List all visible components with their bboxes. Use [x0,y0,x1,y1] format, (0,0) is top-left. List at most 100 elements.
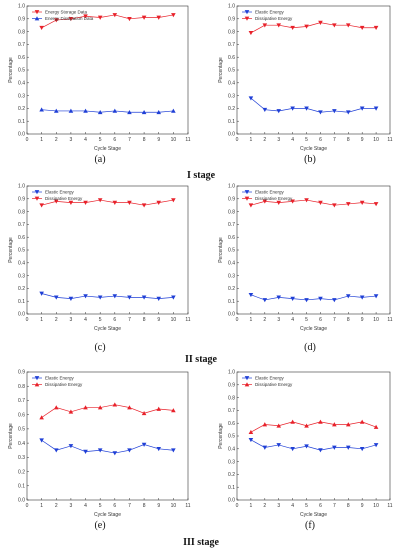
y-tick-label: 0.0 [18,132,25,138]
x-tick-label: 4 [84,137,87,143]
stage-label-2: II stage [185,354,218,365]
data-point [304,24,309,29]
data-point [332,203,337,208]
data-point [171,108,176,113]
data-point [290,106,295,111]
x-tick-label: 1 [40,317,43,323]
x-tick-label: 1 [40,137,43,143]
data-point [332,422,337,427]
data-point [290,446,295,452]
y-tick-label: 0.9 [228,197,235,203]
y-tick-label: 0.4 [228,447,235,453]
data-point [262,199,268,204]
y-tick-label: 0.7 [228,408,235,414]
data-point [248,429,254,434]
y-tick-label: 0.7 [18,42,25,48]
x-tick-label: 4 [291,137,294,143]
data-point [39,415,44,420]
x-tick-label: 10 [373,137,379,143]
x-tick-label: 7 [128,317,131,323]
data-point [39,291,44,296]
data-point [156,406,162,411]
x-tick-label: 5 [99,137,102,143]
x-axis-label: Cycle Stage [94,326,121,332]
legend-marker [34,382,40,387]
plot-frame [236,371,391,501]
data-point [373,294,379,299]
x-axis-label: Cycle Stage [94,146,121,152]
series-line-2 [41,404,174,418]
legend-marker [34,10,40,15]
y-tick-label: 0.4 [18,81,25,87]
data-point [53,405,59,410]
legend-marker [244,10,250,15]
data-point [141,410,147,416]
data-point [345,422,351,427]
data-point [373,202,379,207]
data-point [112,402,118,407]
legend-entry: Energy Storage Data [45,10,88,15]
x-tick-label: 3 [277,503,280,509]
data-point [127,200,132,205]
chart-panel-a: 0.0 0.1 0.2 0.3 0.4 0.5 0.6 0.7 0.8 0.9 1.0 0 1 2 3 4 5 6… [8,4,191,152]
x-tick-label: 2 [263,317,266,323]
legend-entry: Dissipative Energy [255,196,293,201]
x-tick-label: 5 [99,503,102,509]
data-point [156,109,162,115]
data-point [318,448,323,453]
y-tick-label: 0.5 [18,427,25,433]
x-tick-label: 3 [277,137,280,143]
x-tick-label: 8 [347,137,350,143]
data-point [53,295,59,300]
x-tick-label: 5 [99,317,102,323]
legend-entry: Dissipative Energy [45,196,83,201]
y-tick-label: 0.7 [18,398,25,404]
x-tick-label: 8 [143,503,146,509]
x-tick-label: 5 [305,503,308,509]
x-tick-label: 9 [157,503,160,509]
legend-marker [244,376,250,381]
y-tick-label: 0.2 [18,469,25,475]
x-tick-label: 2 [55,503,58,509]
y-tick-label: 0.9 [18,17,25,23]
x-axis-label: Cycle Stage [300,512,327,518]
data-point [97,405,103,410]
series-line-2 [41,199,174,206]
data-point [318,20,323,25]
legend-entry: Elastic Energy [255,190,285,195]
data-point [97,295,103,300]
y-axis-label: Percentage [8,423,14,449]
y-tick-label: 0.5 [228,68,235,74]
stage-label-1: I stage [187,170,216,181]
y-tick-label: 0.2 [228,106,235,112]
panel-label: (c) [94,342,105,353]
legend-entry: Energy Dissipation Data [45,16,94,21]
data-point [332,23,337,28]
data-point [39,438,44,443]
x-tick-label: 9 [361,317,364,323]
y-tick-label: 0.0 [228,312,235,318]
y-axis-label: Percentage [218,57,224,83]
data-point [332,445,337,450]
data-point [248,438,254,443]
y-tick-label: 0.0 [228,498,235,504]
legend-marker [34,376,40,381]
y-tick-label: 0.1 [18,299,25,305]
y-tick-label: 0.7 [228,222,235,228]
y-tick-label: 0.2 [18,106,25,112]
y-axis-label: Percentage [218,237,224,263]
y-tick-label: 0.9 [18,370,25,376]
y-tick-label: 0.0 [18,498,25,504]
series-line-2 [250,421,377,433]
data-point [345,23,351,28]
data-point [262,298,268,303]
y-tick-label: 0.9 [228,17,235,23]
data-point [68,108,74,113]
x-tick-label: 3 [70,503,73,509]
y-tick-label: 0.9 [18,197,25,203]
x-tick-label: 8 [347,317,350,323]
y-axis-label: Percentage [8,57,14,83]
data-point [53,448,59,453]
chart-panel-f: 0.0 0.1 0.2 0.3 0.4 0.5 0.6 0.7 0.8 0.9 1.0 0 1 2 3 4 5 6… [218,370,393,518]
data-point [318,110,323,115]
